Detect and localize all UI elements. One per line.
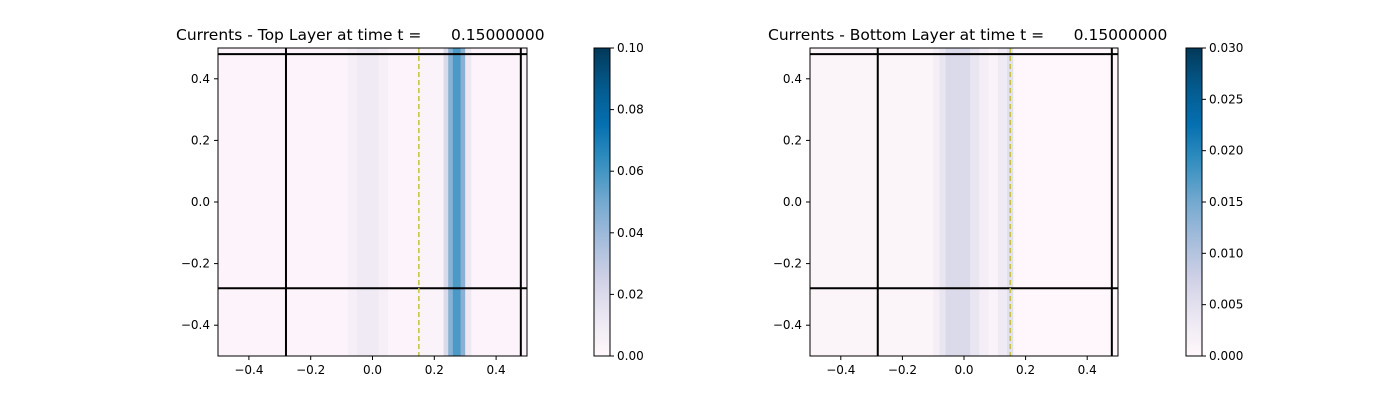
x-tick-label: −0.2 <box>296 363 325 377</box>
colorbar <box>1185 47 1203 357</box>
x-tick-label: 0.4 <box>487 363 506 377</box>
chart-title: Currents - Top Layer at time t = 0.15000… <box>176 26 545 44</box>
current-band <box>443 48 449 356</box>
current-band <box>810 48 934 356</box>
y-tick-label: −0.2 <box>773 257 802 271</box>
y-tick-label: −0.4 <box>773 318 802 332</box>
x-tick-label: 0.2 <box>1016 363 1035 377</box>
current-band <box>218 48 349 356</box>
current-band <box>465 48 472 356</box>
current-band <box>452 48 462 356</box>
current-band <box>939 48 947 356</box>
colorbar-tick-label: 0.025 <box>1209 92 1243 106</box>
x-tick-label: −0.4 <box>234 363 263 377</box>
bottom-layer-panel: −0.4 −0.2 0.0 0.2 0.4 −0.4 −0.2 0.0 0.2 0.4 Curren… <box>768 26 1243 377</box>
colorbar-tick-label: 0.010 <box>1209 246 1243 260</box>
y-tick-label: 0.0 <box>191 195 210 209</box>
y-tick-label: −0.2 <box>181 257 210 271</box>
colorbar-tick-label: 0.00 <box>617 349 644 363</box>
current-band <box>1013 48 1118 356</box>
colorbar-tick-label: 0.020 <box>1209 144 1243 158</box>
colorbar-tick-label: 0.005 <box>1209 298 1243 312</box>
colorbar-tick-label: 0.08 <box>617 103 644 117</box>
x-tick-label: 0.4 <box>1078 363 1097 377</box>
current-band <box>471 48 527 356</box>
colorbar-tick-label: 0.04 <box>617 226 644 240</box>
current-band <box>988 48 999 356</box>
y-tick-label: −0.4 <box>181 318 210 332</box>
current-band <box>460 48 466 356</box>
x-tick-label: 0.2 <box>425 363 444 377</box>
current-band <box>933 48 940 356</box>
current-band <box>347 48 358 356</box>
current-band <box>970 48 980 356</box>
colorbar-tick-label: 0.015 <box>1209 195 1243 209</box>
y-tick-label: 0.0 <box>783 195 802 209</box>
x-tick-label: 0.0 <box>954 363 973 377</box>
y-tick-label: 0.4 <box>783 72 802 86</box>
current-band <box>415 48 445 356</box>
current-band <box>387 48 417 356</box>
colorbar-tick-label: 0.030 <box>1209 41 1243 55</box>
x-tick-label: −0.4 <box>826 363 855 377</box>
y-tick-label: 0.4 <box>191 72 210 86</box>
colorbar-tick-label: 0.06 <box>617 164 644 178</box>
y-tick-label: 0.2 <box>783 133 802 147</box>
current-band <box>448 48 454 356</box>
plot-area <box>218 48 527 356</box>
current-band <box>945 48 971 356</box>
colorbar-tick-label: 0.10 <box>617 41 644 55</box>
chart-title: Currents - Bottom Layer at time t = 0.15… <box>768 26 1167 44</box>
current-band <box>378 48 389 356</box>
plot-area <box>810 48 1118 356</box>
colorbar-tick-label: 0.000 <box>1209 349 1243 363</box>
current-band <box>979 48 990 356</box>
current-band <box>357 48 380 356</box>
colorbar <box>593 47 611 357</box>
top-layer-panel: −0.4 −0.2 0.0 0.2 0.4 −0.4 −0.2 0.0 0.2 0.4 Curren… <box>176 26 644 377</box>
current-band <box>997 48 1008 356</box>
x-tick-label: 0.0 <box>363 363 382 377</box>
colorbar-tick-label: 0.02 <box>617 287 644 301</box>
y-tick-label: 0.2 <box>191 133 210 147</box>
x-tick-label: −0.2 <box>888 363 917 377</box>
